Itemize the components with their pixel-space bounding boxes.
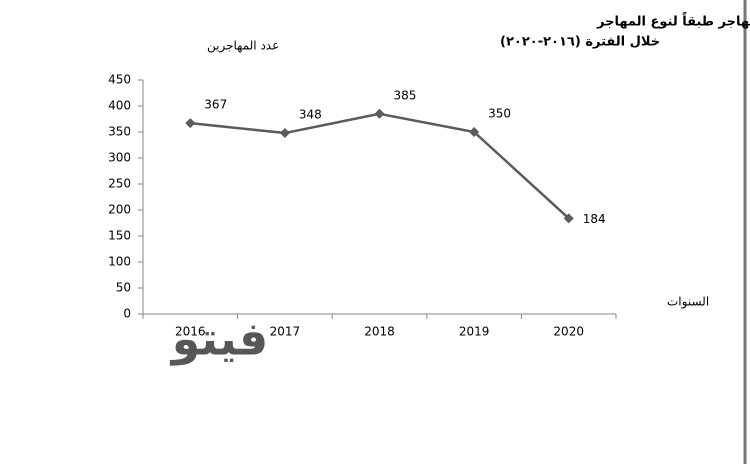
y-tick-label: 250 bbox=[108, 177, 131, 191]
marker bbox=[563, 213, 574, 224]
marker bbox=[279, 128, 290, 139]
x-tick-label: 2018 bbox=[364, 325, 395, 339]
data-label: 385 bbox=[394, 88, 417, 102]
watermark: فيتو bbox=[170, 312, 269, 366]
y-tick-label: 0 bbox=[123, 307, 131, 321]
y-tick-label: 200 bbox=[108, 203, 131, 217]
x-tick-label: 2019 bbox=[459, 325, 490, 339]
x-tick-label: 2016 bbox=[175, 325, 206, 339]
y-tick-label: 100 bbox=[108, 255, 131, 269]
data-label: 367 bbox=[204, 98, 227, 112]
y-axis-label: عدد المهاجرين bbox=[207, 39, 279, 54]
data-label: 348 bbox=[299, 108, 322, 122]
data-label: 350 bbox=[488, 107, 511, 121]
marker bbox=[185, 118, 196, 129]
y-tick-label: 50 bbox=[116, 281, 131, 295]
data-label: 184 bbox=[583, 212, 606, 226]
x-tick-label: 2017 bbox=[270, 325, 301, 339]
x-tick-label: 2020 bbox=[553, 325, 584, 339]
y-tick-label: 400 bbox=[108, 99, 131, 113]
x-axis-label: السنوات bbox=[667, 295, 709, 310]
y-tick-label: 450 bbox=[108, 73, 131, 87]
y-tick-label: 300 bbox=[108, 151, 131, 165]
marker bbox=[374, 108, 385, 119]
y-tick-label: 350 bbox=[108, 125, 131, 139]
y-tick-label: 150 bbox=[108, 229, 131, 243]
chart-subtitle: خلال الفترة (٢٠١٦-٢٠٢٠) bbox=[500, 35, 660, 50]
chart-title: تطور أعداد المهاجرين والذين إكتسبوا صفة … bbox=[596, 12, 750, 30]
marker bbox=[469, 127, 480, 137]
